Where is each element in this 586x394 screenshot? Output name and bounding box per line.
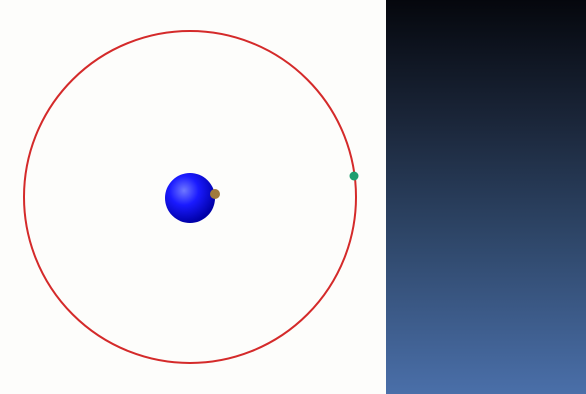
orbit-canvas: [23, 30, 359, 364]
satellite-marker: [349, 171, 359, 181]
orbit-view: [23, 30, 359, 364]
moon-marker: [210, 189, 220, 199]
orbit-path: [23, 30, 357, 364]
gradient-panel: [386, 0, 586, 394]
central-planet: [165, 173, 215, 223]
